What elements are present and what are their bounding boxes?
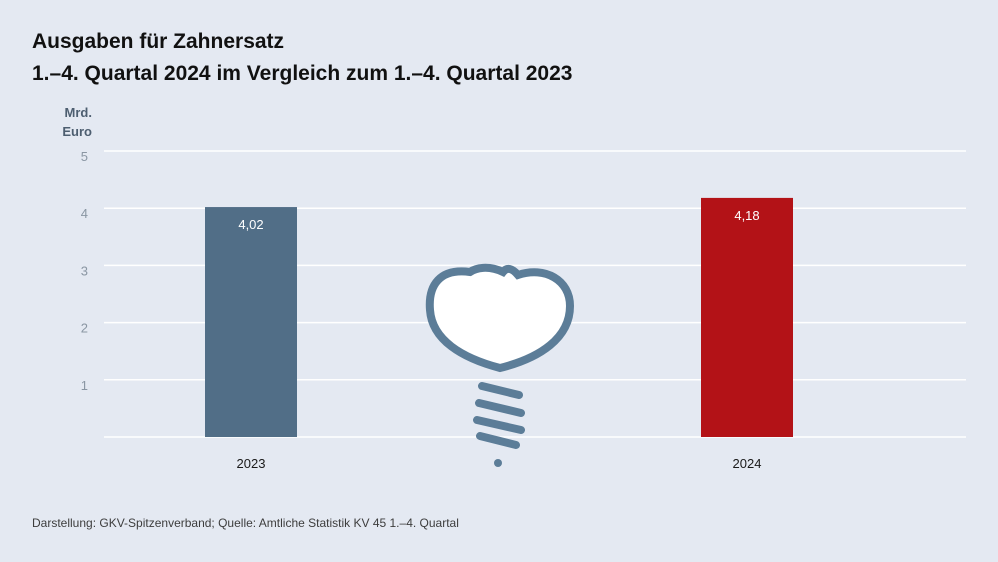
bar-value-label: 4,02 (238, 217, 263, 232)
bar-value-label: 4,18 (734, 208, 759, 223)
chart-title-block: Ausgaben für Zahnersatz 1.–4. Quartal 20… (32, 26, 572, 90)
source-note: Darstellung: GKV-Spitzenverband; Quelle:… (32, 516, 459, 530)
y-tick-label: 4 (81, 206, 88, 221)
y-tick-label: 1 (81, 378, 88, 393)
tooth-crown-outline (425, 263, 575, 373)
y-axis-unit-line2: Euro (62, 124, 92, 139)
chart-title: Ausgaben für Zahnersatz (32, 30, 285, 53)
implant-tip (494, 459, 502, 467)
bars: 4,02 4,18 (205, 197, 793, 437)
implant-thread-4 (476, 432, 520, 449)
x-tick-label: 2023 (237, 456, 266, 471)
implant-thread-3 (473, 416, 525, 434)
bar-2024 (701, 197, 793, 437)
bar-2023 (205, 207, 297, 437)
implant-thread-1 (478, 382, 523, 399)
chart-subtitle: 1.–4. Quartal 2024 im Vergleich zum 1.–4… (32, 62, 573, 85)
implant-thread-2 (475, 399, 525, 417)
y-axis-ticks: 1 2 3 4 5 (81, 149, 88, 393)
x-tick-label: 2024 (733, 456, 762, 471)
y-axis-unit-label: Mrd. Euro (52, 103, 92, 141)
y-axis-unit-line1: Mrd. (64, 105, 92, 120)
x-axis-ticks: 2023 2024 (237, 456, 762, 471)
y-tick-label: 2 (81, 321, 88, 336)
y-tick-label: 5 (81, 149, 88, 164)
y-tick-label: 3 (81, 263, 88, 278)
tooth-implant-icon (425, 263, 575, 467)
